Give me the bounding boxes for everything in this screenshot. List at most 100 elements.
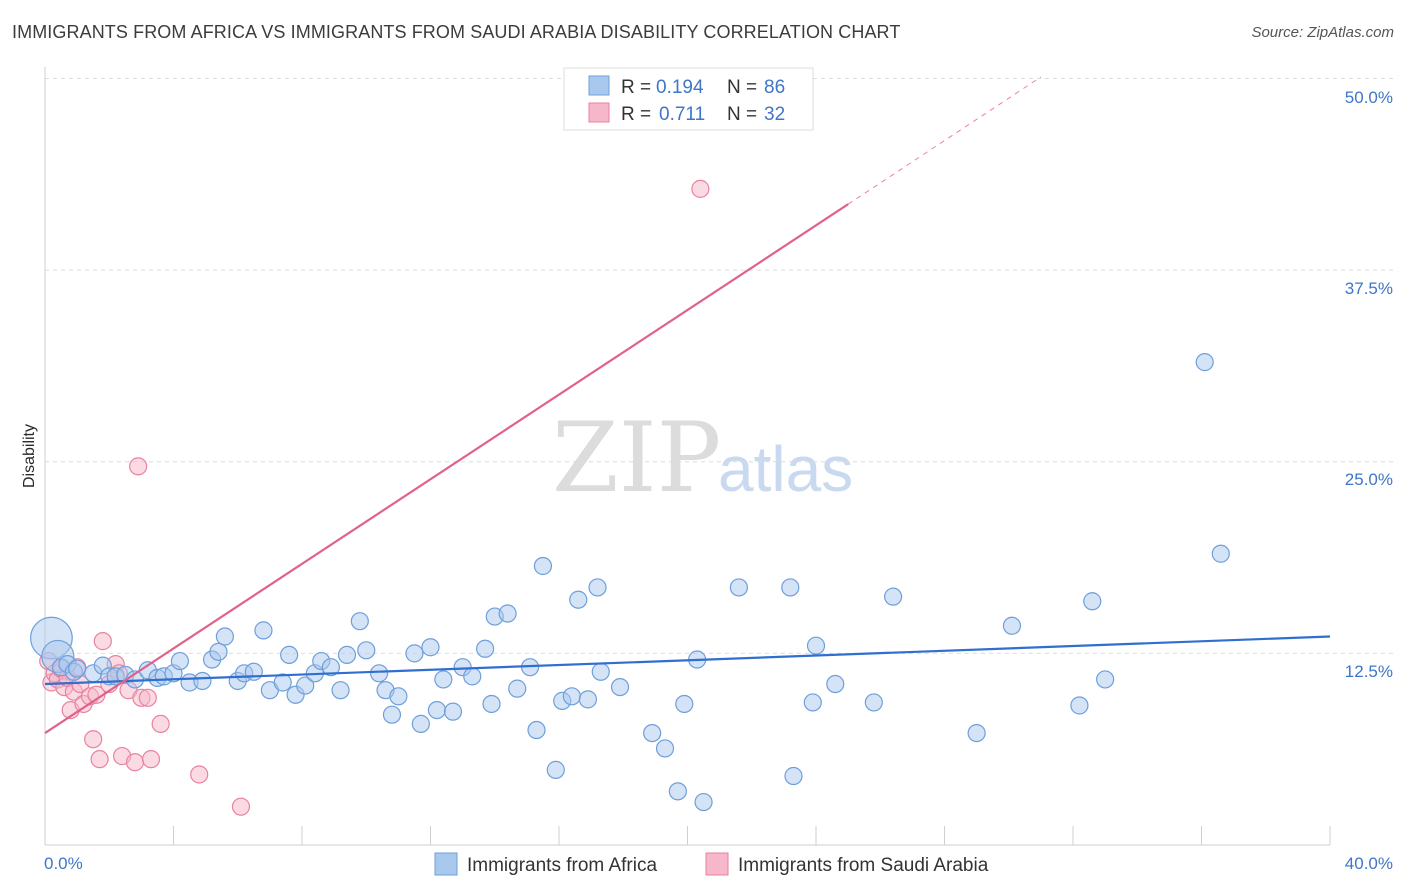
saudi-arabia-point [231,797,251,816]
saudi-arabia-point [691,179,710,198]
africa-point [569,590,588,609]
africa-point [610,678,630,697]
legend-n-label: N = [727,77,757,98]
africa-point [463,667,482,686]
africa-point [1096,670,1115,689]
africa-point [427,700,447,720]
africa-point [508,679,527,698]
legend-swatch-saudi [588,102,610,123]
africa-point [668,782,687,801]
legend-n-value-africa: 86 [764,77,785,98]
legend-r-value-africa: 0.194 [656,77,704,98]
bottom-legend-saudi: Immigrants from Saudi Arabia [738,855,989,876]
bottom-legend-swatch-africa [434,852,458,876]
africa-point [546,760,565,779]
africa-point [331,681,350,700]
series-legend: Immigrants from Africa Immigrants from S… [434,852,989,876]
saudi-trend-extension [847,76,1042,205]
africa-point [781,578,800,597]
africa-point [883,587,903,606]
africa-point [533,556,553,576]
correlation-legend: R = 0.194 N = 86 R = 0.711 N = 32 [563,67,814,131]
legend-r-value-saudi: 0.711 [659,104,705,125]
africa-point [350,612,369,631]
africa-point [280,645,299,665]
africa-point [244,662,263,681]
africa-point [411,714,430,733]
africa-point [405,644,424,663]
africa-point [729,578,749,597]
africa-point [254,621,273,640]
africa-point [826,674,845,694]
africa-point [1195,353,1214,372]
africa-point [864,693,883,712]
africa-point [382,705,402,724]
africa-point [321,658,341,677]
trend-lines [44,76,1331,735]
africa-point [389,687,408,706]
legend-r-label: R = [621,104,651,125]
legend-n-value-saudi: 32 [764,104,785,125]
saudi-arabia-point [138,688,157,707]
saudi-arabia-point [129,457,148,476]
africa-point [498,604,517,623]
watermark: ZIP atlas [552,402,853,514]
africa-point [784,766,803,786]
africa-point [588,578,607,597]
y-tick-label: 50.0% [1345,88,1393,107]
bottom-legend-swatch-saudi [705,852,729,876]
africa-point [273,673,292,692]
saudi-arabia-point [190,765,209,784]
africa-trend-line [44,635,1331,686]
africa-point [476,639,495,658]
africa-point [803,693,822,712]
x-axis-ticks [173,826,1331,845]
africa-point [675,694,694,714]
africa-point [370,664,389,683]
africa-point [643,723,662,743]
africa-point [296,676,315,695]
y-axis-title: Disability [21,424,38,488]
africa-point [578,690,598,709]
gridlines [45,78,1393,654]
africa-point [170,651,190,671]
saudi-arabia-point [84,730,103,749]
legend-swatch-africa [588,75,610,96]
africa-point [527,720,546,740]
y-tick-label: 25.0% [1345,470,1393,489]
africa-point [434,670,453,689]
legend-n-label: N = [727,104,757,125]
africa-point [591,662,610,681]
africa-point [482,694,501,714]
africa-point [443,702,463,721]
y-tick-label: 12.5% [1345,662,1393,681]
y-tick-label: 37.5% [1345,279,1393,298]
source-credit: Source: ZipAtlas.com [1251,24,1394,41]
africa-point [337,645,357,665]
africa-point [209,642,228,661]
africa-point [806,636,826,655]
watermark-atlas: atlas [718,433,853,505]
africa-point [68,659,87,678]
x-tick-label: 0.0% [44,854,83,873]
africa-point [357,641,376,660]
x-tick-label: 40.0% [1345,854,1393,873]
watermark-zip: ZIP [552,402,721,514]
africa-point [1083,592,1102,611]
africa-point [967,723,986,743]
africa-point [193,671,212,691]
bottom-legend-africa: Immigrants from Africa [467,855,657,876]
africa-point [562,687,581,706]
africa-point [421,638,440,657]
africa-point [655,739,675,758]
africa-point [694,792,713,812]
africa-point [1070,696,1089,715]
africa-point [1211,544,1230,563]
chart-title: IMMIGRANTS FROM AFRICA VS IMMIGRANTS FRO… [12,22,901,42]
legend-r-label: R = [621,77,651,98]
saudi-trend-line [44,203,849,735]
saudi-arabia-point [90,750,109,769]
africa-point [215,627,234,646]
saudi-arabia-point [93,632,112,651]
